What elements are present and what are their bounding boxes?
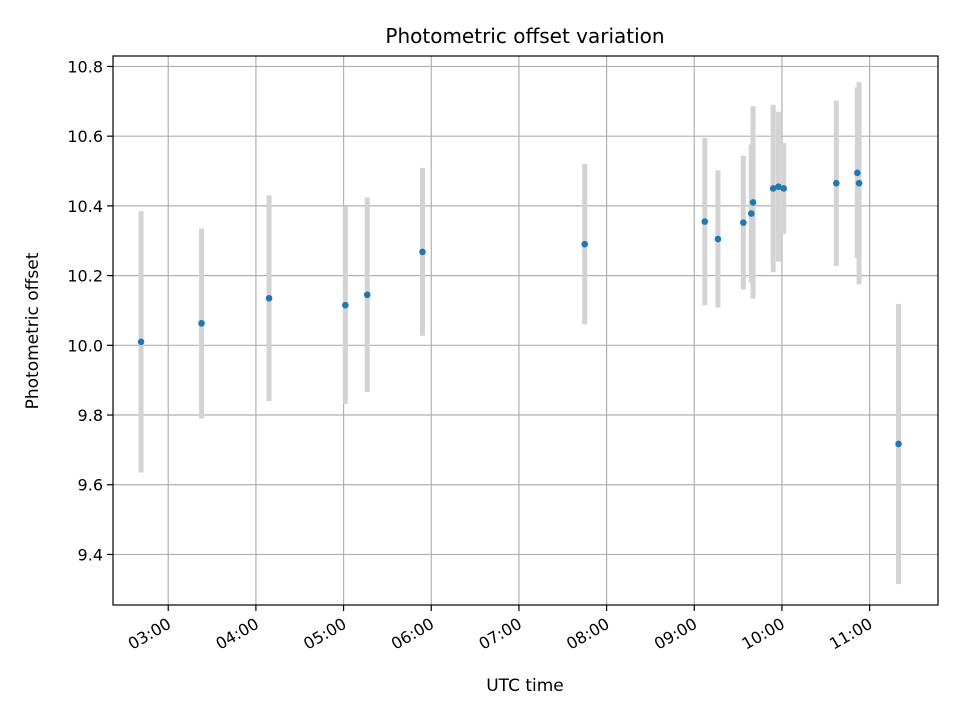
y-tick-label: 9.8 — [78, 406, 103, 425]
y-axis-ticks: 9.4 9.6 9.8 10.0 10.2 10.4 10.6 10.8 — [67, 57, 113, 564]
data-point — [701, 218, 709, 225]
data-point — [581, 240, 588, 248]
data-point — [714, 235, 722, 243]
chart-title: Photometric offset variation — [385, 24, 664, 48]
data-point — [895, 440, 902, 448]
data-point — [265, 294, 273, 302]
y-tick-label: 9.6 — [78, 476, 103, 495]
data-point — [854, 169, 861, 177]
data-point — [775, 183, 782, 191]
plot-frame — [112, 55, 939, 606]
data-point — [855, 179, 863, 187]
data-point — [363, 291, 371, 299]
data-points — [137, 169, 902, 448]
y-tick-label: 9.4 — [78, 545, 103, 564]
data-point — [198, 320, 205, 327]
y-tick-label: 10.6 — [67, 127, 103, 146]
data-point — [832, 179, 840, 187]
data-point — [342, 301, 349, 309]
data-point — [749, 199, 757, 206]
y-tick-label: 10.4 — [67, 197, 103, 216]
x-axis-label: UTC time — [486, 676, 564, 696]
data-point — [780, 185, 787, 192]
data-point — [769, 185, 777, 192]
y-axis-label: Photometric offset — [23, 252, 43, 409]
y-tick-label: 10.8 — [67, 57, 103, 76]
y-tick-label: 10.2 — [67, 267, 103, 286]
data-point — [419, 248, 426, 256]
y-tick-label: 10.0 — [67, 336, 103, 355]
plot-area — [113, 56, 938, 605]
data-point — [740, 219, 747, 226]
data-point — [747, 210, 755, 217]
data-point — [137, 338, 145, 346]
